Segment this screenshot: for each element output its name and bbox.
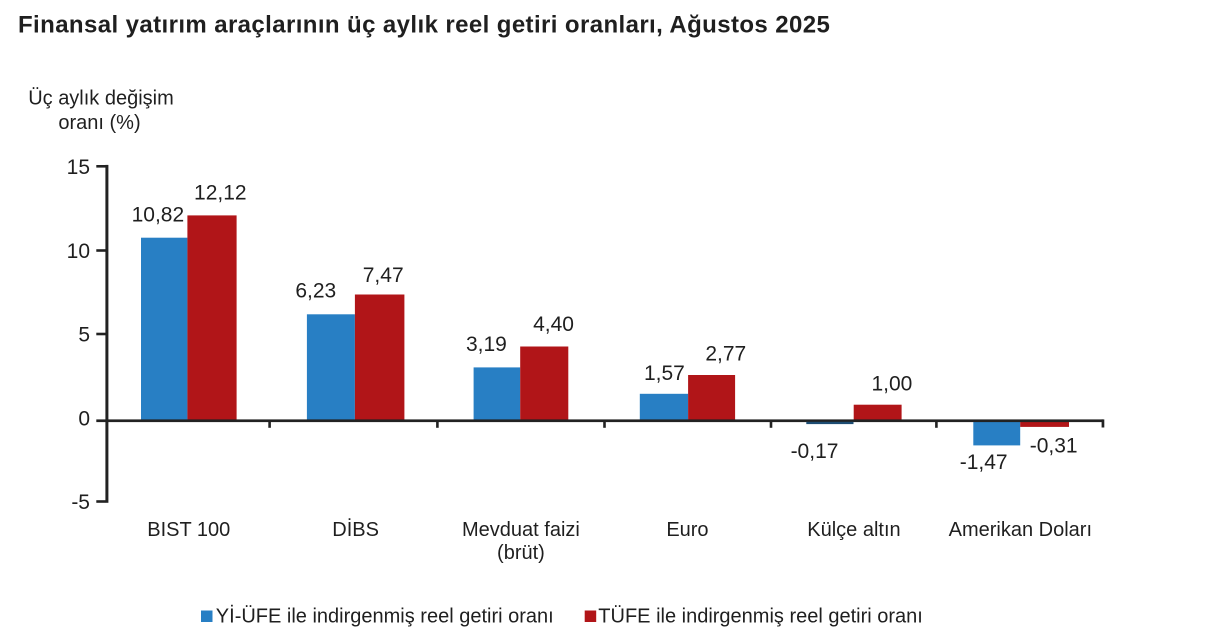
svg-text:4,40: 4,40 — [533, 313, 574, 336]
svg-text:oranı (%): oranı (%) — [58, 112, 140, 134]
svg-text:10,82: 10,82 — [132, 204, 185, 227]
svg-text:7,47: 7,47 — [363, 264, 404, 287]
svg-text:TÜFE ile indirgenmiş reel geti: TÜFE ile indirgenmiş reel getiri oranı — [598, 605, 923, 627]
svg-text:Amerikan Doları: Amerikan Doları — [949, 519, 1092, 541]
svg-text:1,57: 1,57 — [644, 362, 685, 385]
svg-text:-0,31: -0,31 — [1030, 435, 1078, 458]
svg-text:1,00: 1,00 — [871, 373, 912, 396]
svg-text:12,12: 12,12 — [194, 182, 247, 205]
svg-text:Yİ-ÜFE ile indirgenmiş reel ge: Yİ-ÜFE ile indirgenmiş reel getiri oranı — [216, 604, 554, 627]
svg-text:(brüt): (brüt) — [497, 542, 545, 564]
svg-text:15: 15 — [67, 156, 90, 179]
svg-text:0: 0 — [78, 408, 90, 431]
svg-text:5: 5 — [78, 324, 90, 347]
svg-text:-5: -5 — [71, 491, 90, 514]
svg-text:6,23: 6,23 — [295, 279, 336, 302]
svg-text:Euro: Euro — [666, 519, 708, 541]
svg-text:3,19: 3,19 — [466, 333, 507, 356]
svg-text:10: 10 — [67, 240, 90, 263]
svg-text:BIST 100: BIST 100 — [147, 519, 230, 541]
svg-text:Külçe altın: Külçe altın — [807, 519, 900, 541]
svg-text:Mevduat faizi: Mevduat faizi — [462, 519, 580, 541]
svg-text:-1,47: -1,47 — [960, 451, 1008, 474]
svg-text:Finansal yatırım araçlarının ü: Finansal yatırım araçlarının üç aylık re… — [18, 12, 830, 39]
svg-text:DİBS: DİBS — [332, 518, 379, 541]
svg-text:-0,17: -0,17 — [791, 440, 839, 463]
svg-text:2,77: 2,77 — [705, 343, 746, 366]
svg-text:Üç aylık değişim: Üç aylık değişim — [28, 87, 174, 109]
